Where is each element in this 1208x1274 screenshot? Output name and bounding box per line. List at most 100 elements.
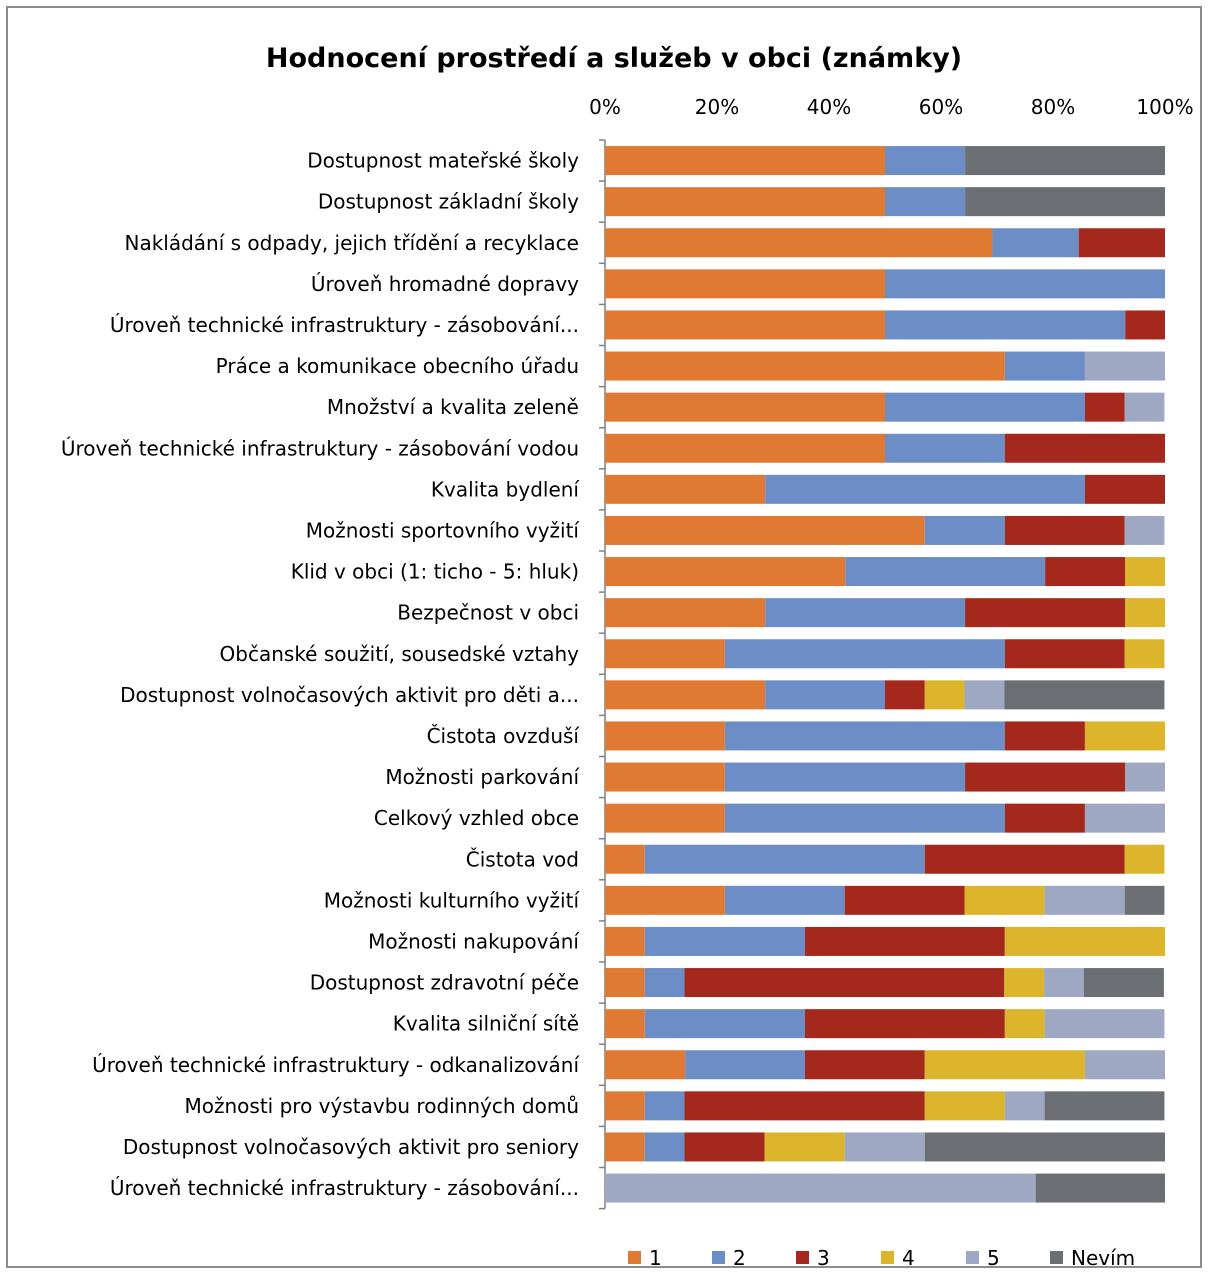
bar-segment-1 bbox=[605, 515, 925, 545]
bar-segment-4 bbox=[1125, 557, 1165, 587]
category-label: Dostupnost mateřské školy bbox=[307, 149, 579, 173]
bar-segment-5 bbox=[1084, 803, 1165, 833]
bar-segment-2 bbox=[765, 598, 966, 628]
bar-segment-2 bbox=[724, 803, 1005, 833]
bar-segment-1 bbox=[605, 680, 766, 710]
category-label: Možnosti sportovního vyžití bbox=[306, 518, 581, 542]
bar-segment-nevím bbox=[924, 1132, 1165, 1162]
category-label: Dostupnost základní školy bbox=[318, 190, 579, 214]
category-label: Čistota ovzduší bbox=[427, 724, 581, 748]
legend-swatch bbox=[881, 1251, 894, 1264]
legend-label: 1 bbox=[649, 1246, 662, 1270]
bar-segment-2 bbox=[1004, 351, 1085, 381]
x-tick-label: 0% bbox=[589, 95, 621, 119]
bar-segment-nevím bbox=[1083, 968, 1164, 998]
bar-segment-3 bbox=[1084, 474, 1165, 504]
bar-segment-5 bbox=[964, 680, 1005, 710]
bar-segment-3 bbox=[965, 762, 1126, 792]
legend-label: 5 bbox=[987, 1246, 1000, 1270]
bar-segment-2 bbox=[644, 968, 685, 998]
bar-segment-1 bbox=[605, 187, 885, 217]
legend-label: 3 bbox=[817, 1246, 830, 1270]
bar-segment-1 bbox=[605, 228, 993, 258]
category-label: Klid v obci (1: ticho - 5: hluk) bbox=[291, 560, 579, 584]
bar-segment-1 bbox=[605, 1009, 645, 1039]
bar-segment-2 bbox=[765, 474, 1085, 504]
legend-label: Nevím bbox=[1071, 1246, 1135, 1270]
bar-segment-5 bbox=[1004, 1091, 1045, 1121]
legend-item: 2 bbox=[712, 1246, 746, 1270]
category-label: Nakládání s odpady, jejich třídění a rec… bbox=[124, 231, 579, 255]
bar-segment-nevím bbox=[1035, 1173, 1165, 1203]
bar-segment-1 bbox=[605, 433, 885, 463]
bar-segment-2 bbox=[924, 515, 1005, 545]
x-tick-label: 80% bbox=[1031, 95, 1075, 119]
bar-segment-nevím bbox=[1044, 1091, 1165, 1121]
bar-segment-1 bbox=[605, 926, 645, 956]
legend-label: 4 bbox=[902, 1246, 915, 1270]
bar-segment-3 bbox=[1004, 639, 1125, 669]
bar-segment-2 bbox=[885, 392, 1085, 422]
bar-segment-3 bbox=[804, 1050, 925, 1080]
category-label: Kvalita silniční sítě bbox=[393, 1012, 579, 1036]
bar-segment-3 bbox=[1004, 433, 1165, 463]
bar-segment-1 bbox=[605, 1091, 645, 1121]
bar-segment-2 bbox=[685, 1050, 805, 1080]
bar-segment-5 bbox=[1084, 351, 1165, 381]
bar-segment-2 bbox=[644, 844, 925, 874]
bar-segment-3 bbox=[1045, 557, 1126, 587]
bar-segment-2 bbox=[885, 310, 1126, 340]
bar-segment-2 bbox=[644, 1009, 805, 1039]
category-label: Úroveň technické infrastruktury - odkana… bbox=[92, 1053, 580, 1077]
bar-segment-3 bbox=[804, 926, 1005, 956]
bar-segment-1 bbox=[605, 146, 885, 176]
bar-segment-3 bbox=[684, 1091, 925, 1121]
category-label: Kvalita bydlení bbox=[431, 477, 581, 501]
bar-segment-1 bbox=[605, 762, 725, 792]
bar-segment-4 bbox=[1004, 926, 1165, 956]
chart-title: Hodnocení prostředí a služeb v obci (zná… bbox=[266, 43, 962, 74]
category-label: Úroveň technické infrastruktury - zásobo… bbox=[110, 313, 579, 337]
bar-segment-4 bbox=[924, 680, 965, 710]
bar-segment-5 bbox=[1125, 762, 1165, 792]
bar-segment-nevím bbox=[965, 187, 1165, 217]
legend-label: 2 bbox=[733, 1246, 746, 1270]
bar-segment-4 bbox=[1125, 598, 1165, 628]
bar-segment-2 bbox=[644, 1132, 685, 1162]
bar-segment-1 bbox=[605, 803, 725, 833]
bar-segment-4 bbox=[924, 1091, 1005, 1121]
bar-segment-3 bbox=[885, 680, 925, 710]
bar-segment-nevím bbox=[1124, 885, 1165, 915]
bar-segment-1 bbox=[605, 1050, 686, 1080]
category-label: Možnosti kulturního vyžití bbox=[324, 888, 581, 912]
bar-segment-2 bbox=[724, 639, 1005, 669]
bar-segment-3 bbox=[965, 598, 1126, 628]
bar-segment-2 bbox=[724, 885, 845, 915]
bar-segment-2 bbox=[885, 187, 966, 217]
category-label: Úroveň technické infrastruktury - zásobo… bbox=[110, 1176, 579, 1200]
category-label: Množství a kvalita zeleně bbox=[327, 395, 579, 419]
category-labels: Dostupnost mateřské školy Dostupnost zákl… bbox=[61, 149, 581, 1201]
bar-segment-5 bbox=[1084, 1050, 1165, 1080]
category-label: Úroveň hromadné dopravy bbox=[311, 272, 579, 296]
bar-segment-3 bbox=[924, 844, 1125, 874]
bar-segment-2 bbox=[724, 762, 966, 792]
bar-segment-4 bbox=[924, 1050, 1085, 1080]
bar-segment-4 bbox=[1004, 1009, 1045, 1039]
legend-swatch bbox=[628, 1251, 641, 1264]
x-tick-label: 40% bbox=[807, 95, 851, 119]
category-label: Možnosti pro výstavbu rodinných domů bbox=[185, 1094, 579, 1118]
bar-segment-3 bbox=[1078, 228, 1165, 258]
bar-segment-1 bbox=[605, 351, 1005, 381]
bar-segment-1 bbox=[605, 557, 846, 587]
x-axis-ticks: 0% 20% 40% 60% 80% 100% bbox=[589, 95, 1193, 119]
bar-segment-5 bbox=[1044, 1009, 1165, 1039]
legend-item: 3 bbox=[796, 1246, 830, 1270]
bar-segment-1 bbox=[605, 885, 725, 915]
bar-segment-3 bbox=[844, 885, 965, 915]
category-label: Dostupnost zdravotní péče bbox=[310, 971, 579, 995]
bars bbox=[605, 146, 1165, 1203]
bar-segment-3 bbox=[684, 1132, 765, 1162]
bar-segment-1 bbox=[605, 598, 766, 628]
